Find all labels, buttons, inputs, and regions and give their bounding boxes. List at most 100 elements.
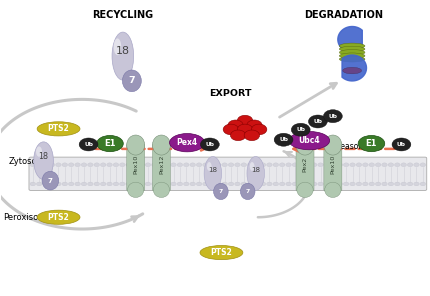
Text: Pex10: Pex10: [133, 155, 138, 174]
Circle shape: [311, 182, 317, 186]
Ellipse shape: [153, 182, 169, 197]
Circle shape: [324, 163, 330, 167]
Circle shape: [55, 163, 61, 167]
Circle shape: [241, 182, 247, 186]
Circle shape: [75, 182, 80, 186]
Circle shape: [414, 163, 419, 167]
Circle shape: [49, 163, 55, 167]
Ellipse shape: [112, 32, 134, 80]
Circle shape: [37, 182, 42, 186]
Text: 18: 18: [39, 152, 49, 161]
Circle shape: [311, 163, 317, 167]
Circle shape: [79, 138, 98, 151]
Text: Ub: Ub: [296, 127, 305, 132]
Text: 7: 7: [246, 189, 250, 194]
Circle shape: [344, 182, 349, 186]
Ellipse shape: [114, 38, 121, 55]
Circle shape: [260, 163, 266, 167]
Text: Pex4: Pex4: [177, 138, 198, 147]
Circle shape: [228, 120, 243, 131]
Circle shape: [68, 163, 74, 167]
Circle shape: [132, 163, 138, 167]
Circle shape: [94, 163, 100, 167]
Text: Ub: Ub: [206, 142, 215, 147]
Circle shape: [151, 163, 157, 167]
Text: Ub: Ub: [329, 114, 338, 119]
Circle shape: [230, 130, 246, 141]
Circle shape: [203, 163, 208, 167]
Ellipse shape: [97, 136, 123, 152]
Circle shape: [331, 163, 336, 167]
Circle shape: [254, 182, 259, 186]
Circle shape: [392, 138, 411, 151]
Circle shape: [184, 163, 189, 167]
Circle shape: [177, 163, 183, 167]
Circle shape: [362, 182, 368, 186]
Text: RECYCLING: RECYCLING: [92, 9, 154, 20]
Text: Ub: Ub: [84, 142, 93, 147]
Text: Proteasom: Proteasom: [326, 142, 366, 151]
Circle shape: [200, 138, 219, 151]
Circle shape: [190, 182, 196, 186]
Ellipse shape: [324, 135, 342, 155]
Ellipse shape: [169, 133, 205, 152]
Circle shape: [113, 182, 119, 186]
Circle shape: [197, 163, 202, 167]
Text: Pex12: Pex12: [159, 155, 164, 174]
Circle shape: [158, 182, 163, 186]
FancyBboxPatch shape: [324, 144, 342, 191]
Circle shape: [318, 163, 323, 167]
Circle shape: [401, 182, 406, 186]
Circle shape: [68, 182, 74, 186]
Circle shape: [107, 163, 112, 167]
Circle shape: [350, 182, 355, 186]
Ellipse shape: [339, 56, 365, 62]
Text: Ubc4: Ubc4: [298, 136, 320, 145]
Circle shape: [30, 163, 36, 167]
Text: 18: 18: [251, 167, 260, 173]
Circle shape: [247, 163, 253, 167]
Circle shape: [100, 182, 106, 186]
Circle shape: [382, 163, 387, 167]
Text: Ub: Ub: [279, 137, 288, 142]
Circle shape: [382, 182, 387, 186]
Circle shape: [237, 124, 253, 135]
Circle shape: [62, 182, 68, 186]
Text: PTS2: PTS2: [48, 124, 69, 133]
Circle shape: [158, 163, 163, 167]
Text: E1: E1: [366, 139, 377, 148]
Circle shape: [247, 182, 253, 186]
Circle shape: [203, 182, 208, 186]
Circle shape: [369, 182, 375, 186]
Ellipse shape: [42, 171, 58, 190]
Circle shape: [369, 163, 375, 167]
Circle shape: [356, 163, 362, 167]
Circle shape: [215, 163, 221, 167]
FancyBboxPatch shape: [127, 144, 145, 191]
Ellipse shape: [127, 135, 145, 155]
Circle shape: [407, 182, 413, 186]
Ellipse shape: [128, 182, 144, 197]
Ellipse shape: [343, 67, 362, 74]
Circle shape: [350, 163, 355, 167]
Circle shape: [274, 133, 293, 146]
Circle shape: [298, 163, 304, 167]
Circle shape: [81, 163, 87, 167]
Circle shape: [244, 130, 260, 141]
Circle shape: [235, 163, 240, 167]
Text: EXPORT: EXPORT: [209, 89, 251, 98]
Circle shape: [252, 124, 267, 135]
FancyBboxPatch shape: [296, 144, 314, 191]
Circle shape: [126, 182, 132, 186]
Circle shape: [228, 163, 234, 167]
Circle shape: [407, 163, 413, 167]
Ellipse shape: [296, 135, 314, 155]
Ellipse shape: [37, 122, 80, 136]
Circle shape: [273, 182, 279, 186]
Circle shape: [209, 163, 215, 167]
Circle shape: [88, 163, 93, 167]
Circle shape: [164, 182, 170, 186]
Circle shape: [280, 163, 285, 167]
Circle shape: [337, 182, 343, 186]
Circle shape: [291, 123, 310, 136]
